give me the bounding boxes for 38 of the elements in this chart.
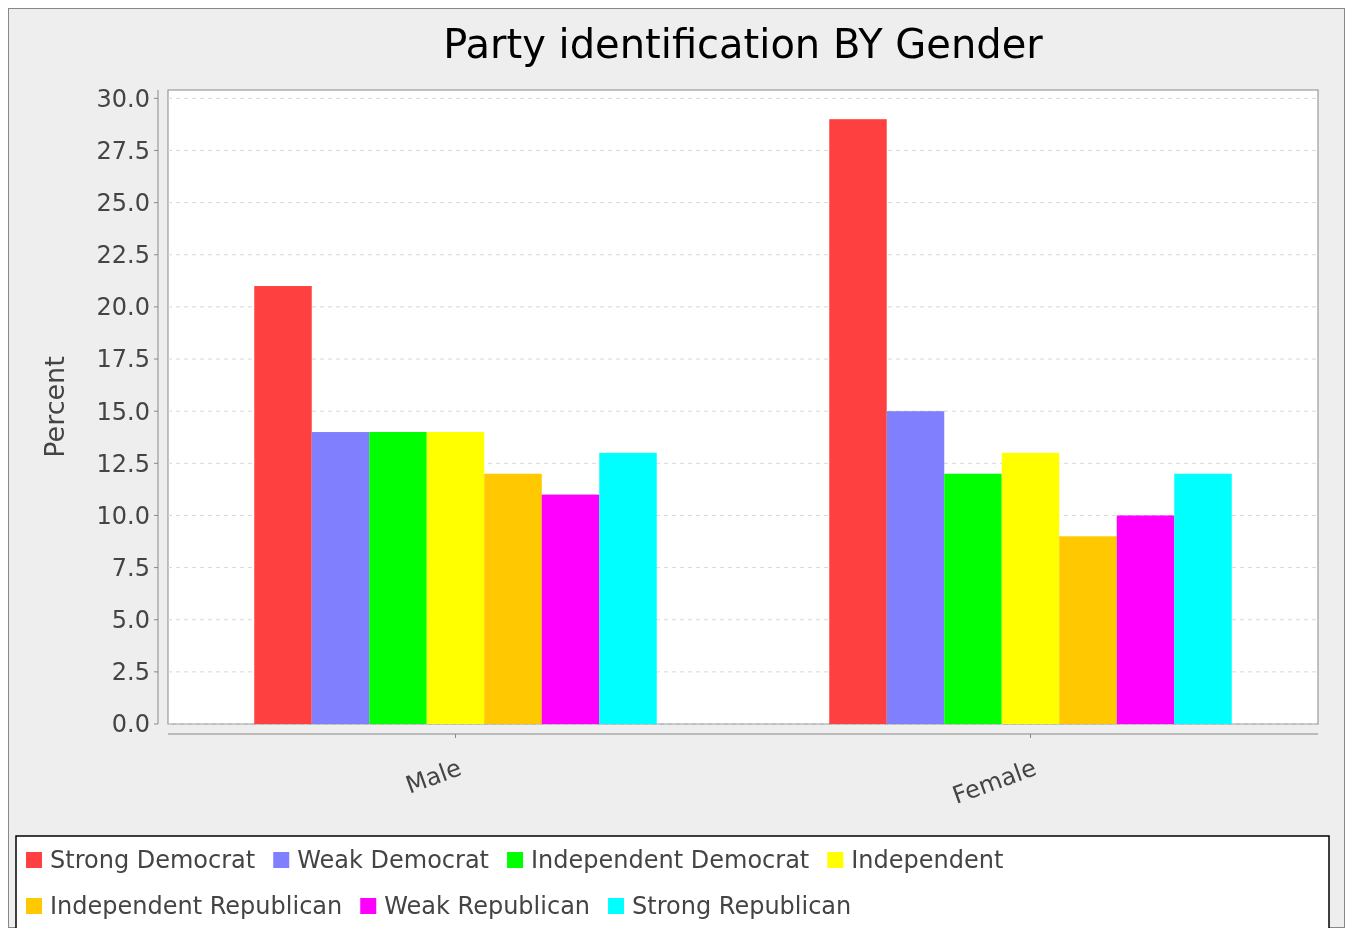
x-tick-label: Male	[401, 753, 465, 800]
bar	[886, 411, 945, 724]
legend-label: Weak Republican	[384, 892, 591, 921]
y-axis-title: Percent	[39, 356, 70, 458]
y-tick-label: 17.5	[96, 345, 150, 374]
bar	[484, 473, 542, 724]
bar	[426, 432, 485, 724]
bar	[541, 494, 600, 724]
y-tick-label: 5.0	[111, 606, 150, 635]
chart-title: Party identification BY Gender	[443, 21, 1044, 67]
bar	[1174, 473, 1232, 724]
y-tick-label: 15.0	[96, 397, 150, 426]
y-tick-label: 7.5	[111, 553, 150, 582]
y-tick-label: 30.0	[96, 84, 150, 113]
legend-label: Weak Democrat	[297, 846, 490, 875]
legend-label: Independent Republican	[50, 892, 343, 921]
legend-label: Independent	[851, 846, 1004, 875]
bar	[254, 286, 312, 724]
y-tick-label: 20.0	[96, 293, 150, 322]
bar	[1001, 452, 1060, 724]
y-tick-label: 12.5	[96, 449, 150, 478]
x-tick-label: Female	[948, 753, 1040, 810]
bar	[944, 473, 1002, 724]
legend-label: Independent Democrat	[531, 846, 810, 875]
y-tick-label: 22.5	[96, 241, 150, 270]
bar	[1059, 536, 1117, 724]
y-tick-label: 0.0	[111, 710, 150, 739]
y-tick-label: 27.5	[96, 136, 150, 165]
legend-label: Strong Republican	[632, 892, 852, 921]
bar	[369, 432, 427, 724]
bar	[311, 432, 370, 724]
legend-label: Strong Democrat	[50, 846, 256, 875]
bar	[599, 452, 657, 724]
y-tick-label: 25.0	[96, 189, 150, 218]
bar	[1116, 515, 1175, 724]
bar	[829, 119, 887, 724]
y-tick-label: 10.0	[96, 501, 150, 530]
y-tick-label: 2.5	[111, 658, 150, 687]
